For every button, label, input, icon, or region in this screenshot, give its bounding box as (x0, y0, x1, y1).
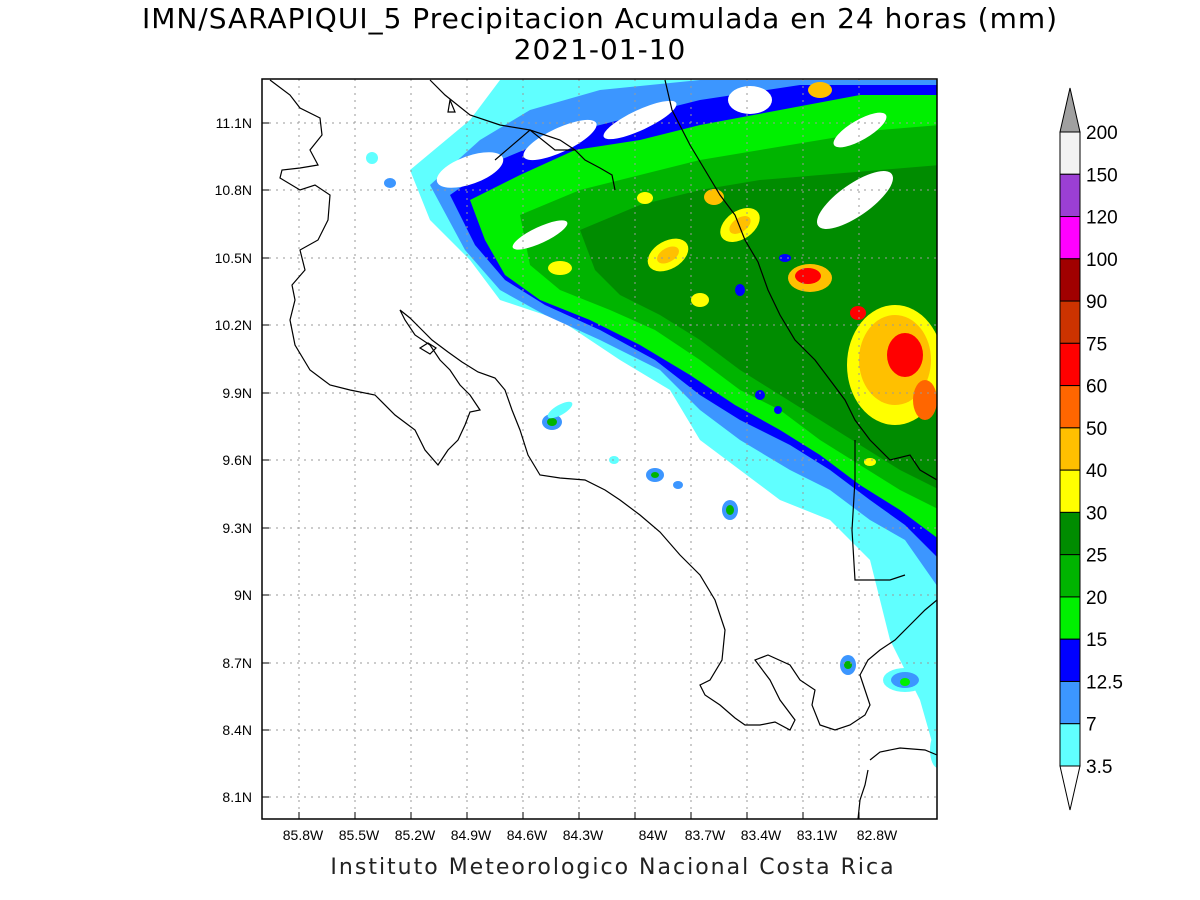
colorbar-under-arrow (1059, 765, 1081, 811)
coastlines-borders (269, 79, 937, 819)
x-tick-labels: 85.8W 85.5W 85.2W 84.9W 84.6W 84.3W 84W … (283, 827, 898, 843)
colorbar-label: 90 (1086, 292, 1107, 313)
x-tick-label: 84W (639, 827, 669, 843)
intense-cores (548, 82, 937, 466)
colorbar-label: 75 (1086, 334, 1107, 355)
scattered-cells (366, 152, 937, 768)
footer-credit: Instituto Meteorologico Nacional Costa R… (330, 855, 896, 880)
colorbar-label: 50 (1086, 419, 1107, 440)
colorbar-box (1059, 427, 1081, 471)
plot-frame (261, 78, 938, 820)
colorbar-boxes (1059, 131, 1081, 767)
panama-border (664, 79, 937, 481)
colorbar-label: 150 (1086, 165, 1118, 186)
y-tick-label: 9.6N (222, 452, 252, 468)
colorbar-box (1059, 173, 1081, 218)
colorbar-over-arrow (1059, 87, 1081, 133)
x-tick-label: 83.7W (685, 827, 726, 843)
colorbar-box (1059, 342, 1081, 387)
colorbar-label: 200 (1086, 123, 1118, 144)
y-tick-label: 8.4N (222, 722, 252, 738)
colorbar-box (1059, 723, 1081, 767)
x-tick-label: 85.2W (395, 827, 436, 843)
gulf-nicoya-island (418, 342, 437, 355)
y-tick-label: 10.8N (215, 182, 252, 198)
colorbar-label: 12.5 (1086, 672, 1123, 693)
colorbar-box (1059, 216, 1081, 260)
colorbar-label: 60 (1086, 377, 1107, 398)
x-tick-label: 85.5W (339, 827, 380, 843)
colorbar-box (1059, 385, 1081, 429)
caribbean-coastline (429, 79, 616, 191)
colorbar-box (1059, 131, 1081, 175)
colorbar-label: 120 (1086, 208, 1118, 229)
colorbar: 200 150 120 100 90 75 60 50 40 30 25 20 15 12.5 7 3.5 (1059, 87, 1123, 811)
x-tick-label: 84.9W (451, 827, 492, 843)
colorbar-box (1059, 554, 1081, 598)
y-tick-label: 8.7N (222, 655, 252, 671)
nicaragua-border (494, 129, 575, 161)
tick-marks (262, 122, 860, 819)
panama-south-border (851, 440, 906, 581)
colorbar-box (1059, 258, 1081, 302)
colorbar-box (1059, 300, 1081, 344)
chart-title: IMN/SARAPIQUI_5 Precipitacion Acumulada … (141, 2, 1059, 35)
colorbar-box (1059, 596, 1081, 640)
colorbar-label: 30 (1086, 503, 1107, 524)
y-tick-label: 9.3N (222, 520, 252, 536)
y-tick-labels: 11.1N 10.8N 10.5N 10.2N 9.9N 9.6N 9.3N 9… (215, 115, 252, 805)
y-tick-label: 8.1N (222, 789, 252, 805)
colorbar-label: 25 (1086, 546, 1107, 567)
colorbar-box (1059, 680, 1081, 725)
x-tick-label: 83.4W (741, 827, 782, 843)
colorbar-box (1059, 469, 1081, 513)
x-tick-label: 84.6W (507, 827, 548, 843)
colorbar-labels: 200 150 120 100 90 75 60 50 40 30 25 20 15 12.5 7 3.5 (1086, 123, 1123, 778)
colorbar-label: 15 (1086, 630, 1107, 651)
precipitation-field (366, 80, 937, 768)
chart-date-subtitle: 2021-01-10 (513, 33, 687, 66)
y-tick-label: 10.2N (215, 317, 252, 333)
x-tick-label: 82.8W (857, 827, 898, 843)
dark-blue-cells (735, 254, 791, 414)
y-tick-label: 9N (234, 587, 252, 603)
colorbar-box (1059, 638, 1081, 682)
north-island (447, 97, 456, 113)
y-tick-label: 11.1N (216, 115, 252, 131)
lower-coast (857, 747, 937, 819)
x-tick-label: 85.8W (283, 827, 324, 843)
grid-lines (262, 79, 937, 819)
x-tick-label: 83.1W (797, 827, 838, 843)
colorbar-label: 3.5 (1086, 757, 1112, 778)
colorbar-label: 100 (1086, 250, 1118, 271)
y-tick-label: 9.9N (222, 385, 252, 401)
x-tick-label: 84.3W (563, 827, 604, 843)
colorbar-label: 7 (1086, 715, 1097, 736)
colorbar-label: 20 (1086, 588, 1107, 609)
pacific-coastline (269, 79, 937, 731)
colorbar-label: 40 (1086, 461, 1107, 482)
colorbar-box (1059, 511, 1081, 556)
y-tick-label: 10.5N (215, 250, 252, 266)
